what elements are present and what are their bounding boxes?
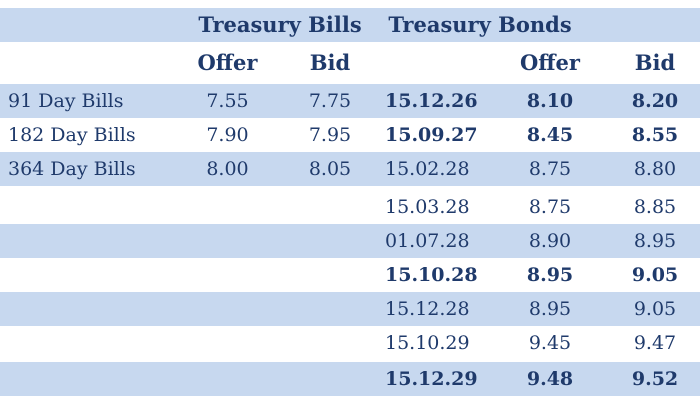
bond-offer: 8.95 bbox=[526, 264, 574, 286]
bond-offer: 8.90 bbox=[528, 230, 572, 252]
bill-name: 364 Day Bills bbox=[8, 158, 136, 180]
table-row: 91 Day Bills 7.55 7.75 15.12.26 8.10 8.2… bbox=[0, 84, 700, 118]
bond-date: 15.12.29 bbox=[385, 368, 478, 390]
table-row: 15.10.29 9.45 9.47 bbox=[0, 326, 700, 360]
bill-name: 91 Day Bills bbox=[8, 90, 124, 112]
treasury-bills-title: Treasury Bills bbox=[198, 12, 362, 37]
bond-offer: 8.45 bbox=[526, 124, 574, 146]
table-row: 15.12.29 9.48 9.52 bbox=[0, 362, 700, 396]
bill-offer: 8.00 bbox=[206, 158, 249, 180]
bond-bid: 8.20 bbox=[631, 90, 679, 112]
bond-offer: 8.95 bbox=[528, 298, 572, 320]
bonds-offer-header: Offer bbox=[520, 50, 580, 75]
bond-offer: 8.75 bbox=[528, 158, 572, 180]
table-row: 182 Day Bills 7.90 7.95 15.09.27 8.45 8.… bbox=[0, 118, 700, 152]
bond-bid: 9.05 bbox=[631, 264, 679, 286]
header-title-row: Treasury Bills Treasury Bonds bbox=[0, 8, 700, 42]
bill-bid: 7.95 bbox=[308, 124, 352, 146]
bond-bid: 8.85 bbox=[633, 196, 677, 218]
bill-offer: 7.90 bbox=[206, 124, 249, 146]
bond-date: 15.12.28 bbox=[385, 298, 470, 320]
bill-offer: 7.55 bbox=[206, 90, 249, 112]
bond-bid: 9.52 bbox=[631, 368, 679, 390]
header-column-row: Offer Bid Offer Bid bbox=[0, 46, 700, 80]
bond-bid: 8.80 bbox=[633, 158, 677, 180]
table-row: 15.12.28 8.95 9.05 bbox=[0, 292, 700, 326]
bond-offer: 9.48 bbox=[526, 368, 574, 390]
treasury-bonds-title: Treasury Bonds bbox=[388, 12, 572, 37]
bond-bid: 8.95 bbox=[633, 230, 677, 252]
table-row: 01.07.28 8.90 8.95 bbox=[0, 224, 700, 258]
bond-date: 01.07.28 bbox=[385, 230, 470, 252]
bond-date: 15.03.28 bbox=[385, 196, 470, 218]
table-row: 15.03.28 8.75 8.85 bbox=[0, 190, 700, 224]
bills-offer-header: Offer bbox=[197, 50, 258, 75]
bonds-bid-header: Bid bbox=[634, 50, 676, 75]
bill-bid: 7.75 bbox=[308, 90, 352, 112]
bill-bid: 8.05 bbox=[308, 158, 352, 180]
bond-bid: 9.05 bbox=[633, 298, 677, 320]
bond-date: 15.10.28 bbox=[385, 264, 478, 286]
table-row: 364 Day Bills 8.00 8.05 15.02.28 8.75 8.… bbox=[0, 152, 700, 186]
bond-offer: 8.75 bbox=[528, 196, 572, 218]
bond-date: 15.10.29 bbox=[385, 332, 470, 354]
bond-date: 15.12.26 bbox=[385, 90, 478, 112]
bond-date: 15.02.28 bbox=[385, 158, 470, 180]
table-row: 15.10.28 8.95 9.05 bbox=[0, 258, 700, 292]
bond-offer: 9.45 bbox=[528, 332, 572, 354]
bond-offer: 8.10 bbox=[526, 90, 574, 112]
bond-bid: 9.47 bbox=[633, 332, 677, 354]
bond-bid: 8.55 bbox=[631, 124, 679, 146]
bill-name: 182 Day Bills bbox=[8, 124, 136, 146]
bills-bid-header: Bid bbox=[309, 50, 351, 75]
bond-date: 15.09.27 bbox=[385, 124, 478, 146]
